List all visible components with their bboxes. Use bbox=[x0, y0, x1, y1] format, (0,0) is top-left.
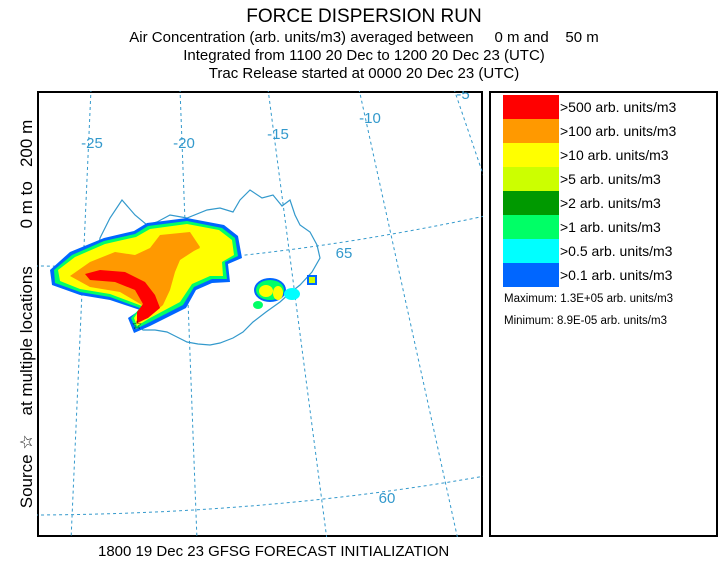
legend-item: >10 arb. units/m3 bbox=[503, 143, 669, 167]
legend-label: >5 arb. units/m3 bbox=[560, 171, 661, 187]
lat-label: 65 bbox=[336, 245, 353, 262]
meridian-5 bbox=[454, 91, 483, 176]
lon-label: -25 bbox=[81, 135, 103, 152]
subtitle-averaging: Air Concentration (arb. units/m3) averag… bbox=[129, 29, 599, 46]
legend-swatch bbox=[503, 167, 559, 191]
meridian-10 bbox=[358, 91, 458, 537]
legend-swatch bbox=[503, 119, 559, 143]
subtitle-release: Trac Release started at 0000 20 Dec 23 (… bbox=[208, 65, 520, 82]
lon-label: -15 bbox=[267, 126, 289, 143]
source-label: Source ☆ at multiple locations 0 m to 20… bbox=[17, 119, 36, 509]
lat-label: 60 bbox=[379, 490, 396, 507]
legend-swatch bbox=[503, 143, 559, 167]
legend-label: >0.5 arb. units/m3 bbox=[560, 243, 673, 259]
legend-label: >2 arb. units/m3 bbox=[560, 195, 661, 211]
legend-item: >100 arb. units/m3 bbox=[503, 119, 676, 143]
plot-title: FORCE DISPERSION RUN bbox=[246, 6, 482, 27]
map-svg: -25 -20 -15 -10 -5 65 60 ☆ bbox=[37, 91, 483, 537]
parallel-60 bbox=[37, 475, 483, 516]
legend-swatch bbox=[503, 263, 559, 287]
legend-swatch bbox=[503, 239, 559, 263]
legend-swatch bbox=[503, 215, 559, 239]
lon-label: -5 bbox=[456, 91, 469, 103]
legend-label: >1 arb. units/m3 bbox=[560, 219, 661, 235]
map-panel: -25 -20 -15 -10 -5 65 60 ☆ bbox=[37, 91, 483, 537]
source-star-icon: ☆ bbox=[132, 318, 143, 332]
legend-item: >5 arb. units/m3 bbox=[503, 167, 661, 191]
legend-item: >2 arb. units/m3 bbox=[503, 191, 661, 215]
legend-swatch bbox=[503, 95, 559, 119]
legend-label: >100 arb. units/m3 bbox=[560, 123, 677, 139]
subtitle-integration: Integrated from 1100 20 Dec to 1200 20 D… bbox=[183, 47, 545, 64]
meridian-15 bbox=[267, 91, 328, 537]
legend-item: >500 arb. units/m3 bbox=[503, 95, 676, 119]
meridian-25 bbox=[70, 91, 92, 537]
minimum-value: Minimum: 8.9E-05 arb. units/m3 bbox=[504, 315, 667, 327]
lon-label: -20 bbox=[173, 135, 195, 152]
concentration-plume bbox=[50, 218, 317, 333]
legend-item: >0.1 arb. units/m3 bbox=[503, 263, 672, 287]
legend-item: >1 arb. units/m3 bbox=[503, 215, 661, 239]
graticule bbox=[37, 91, 483, 537]
legend-label: >0.1 arb. units/m3 bbox=[560, 267, 673, 283]
legend-swatch bbox=[503, 191, 559, 215]
footer-initialization: 1800 19 Dec 23 GFSG FORECAST INITIALIZAT… bbox=[98, 543, 450, 560]
legend-label: >500 arb. units/m3 bbox=[560, 99, 677, 115]
legend-item: >0.5 arb. units/m3 bbox=[503, 239, 672, 263]
maximum-value: Maximum: 1.3E+05 arb. units/m3 bbox=[504, 293, 674, 305]
meridian-20 bbox=[179, 91, 198, 537]
lon-label: -10 bbox=[359, 110, 381, 127]
legend-panel: >500 arb. units/m3 >100 arb. units/m3 >1… bbox=[489, 91, 718, 537]
legend-label: >10 arb. units/m3 bbox=[560, 147, 669, 163]
